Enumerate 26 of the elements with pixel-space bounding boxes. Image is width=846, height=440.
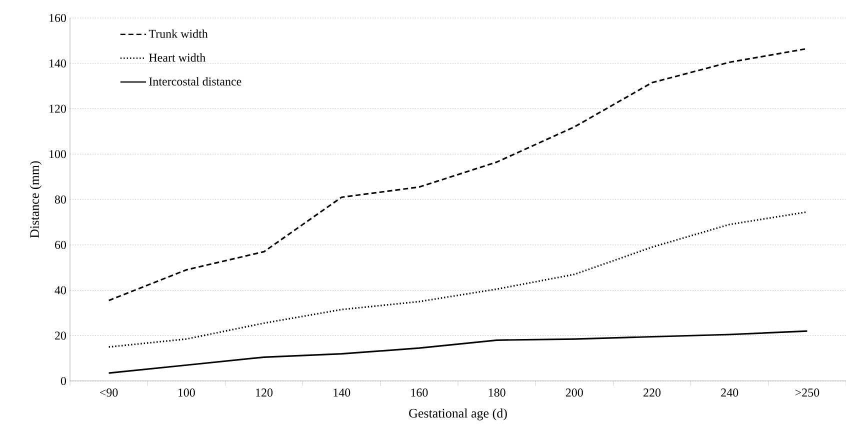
y-axis-title: Distance (mm) [30,161,42,238]
y-tick-label: 60 [54,240,66,249]
y-tick-label: 140 [50,59,66,68]
x-tick-label: 220 [644,388,661,397]
y-tick-label: 80 [54,195,66,204]
line-series [108,211,808,348]
y-tick-label: 120 [50,104,66,113]
x-axis-title: Gestational age (d) [409,408,507,420]
legend-label: Trunk width [148,29,208,38]
x-tick-label: 140 [334,388,350,397]
line-series [108,330,808,374]
y-tick-label: 0 [60,376,66,386]
x-tick-label: 200 [566,388,583,397]
legend-label: Intercostal distance [149,77,242,86]
y-tick-label: 160 [50,14,66,22]
x-tick-label: 240 [721,388,738,397]
y-tick-label: 40 [54,286,66,294]
x-tick-label: >250 [795,388,820,397]
y-tick-label: 100 [50,150,66,158]
x-tick-label: 180 [488,388,506,397]
legend-label: Heart width [149,53,206,62]
x-tick-label: 120 [256,388,273,397]
x-tick-label: 160 [411,388,428,397]
x-tick-label: <90 [100,388,118,397]
x-tick-label: 100 [178,388,195,397]
y-tick-label: 20 [55,332,66,340]
